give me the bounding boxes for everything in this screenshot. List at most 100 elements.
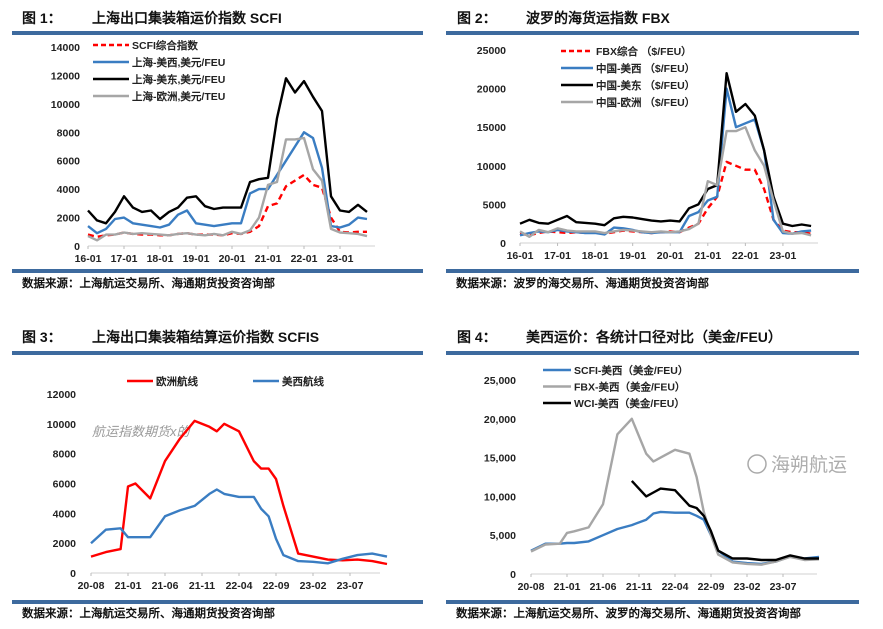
y-tick-label: 12000 xyxy=(51,70,80,82)
series-line-4 xyxy=(87,136,368,242)
x-tick-label: 22-09 xyxy=(698,581,725,593)
y-tick-label: 0 xyxy=(500,238,506,250)
x-tick-label: 21-01 xyxy=(554,581,581,593)
x-tick-label: 22-09 xyxy=(263,580,290,592)
legend-label: FBX综合 （$/FEU） xyxy=(596,45,692,58)
x-tick-label: 22-04 xyxy=(226,580,253,592)
legend-label: 上海-美西,美元/FEU xyxy=(132,56,225,69)
source-rule xyxy=(446,269,859,273)
x-tick-label: 23-07 xyxy=(337,580,364,592)
y-tick-label: 10000 xyxy=(47,419,76,431)
y-tick-label: 0 xyxy=(510,569,516,581)
x-tick-label: 17-01 xyxy=(111,253,138,265)
legend-label: WCI-美西（美金/FEU） xyxy=(574,397,685,410)
x-tick-label: 23-02 xyxy=(300,580,327,592)
chart-title: 波罗的海货运指数 FBX xyxy=(526,10,671,26)
x-tick-label: 22-01 xyxy=(291,253,318,265)
source-rule xyxy=(12,269,423,273)
chart-4: 图 4： 美西运价：各统计口径对比（美金/FEU） 数据来源：上海航运交易所、波… xyxy=(446,329,859,620)
series-line-2 xyxy=(90,488,388,565)
plot-area-2: 0 5000 10000 15000 20000 25000 16-01 17-01 18-01… xyxy=(477,45,818,262)
legend-label: 欧洲航线 xyxy=(156,375,198,388)
x-tick-label: 21-11 xyxy=(626,581,652,593)
series-line-2 xyxy=(530,417,820,566)
series-line-3 xyxy=(630,480,819,562)
wechat-icon xyxy=(747,454,767,474)
chart-3: 图 3： 上海出口集装箱结算运价指数 SCFIS 数据来源：上海航运交易所、海通… xyxy=(12,329,423,620)
series-line-3 xyxy=(519,72,812,228)
x-tick-label: 22-01 xyxy=(732,250,759,262)
chart-1: 图 1： 上海出口集装箱运价指数 SCFI 数据来源：上海航运交易所、海通期货投… xyxy=(12,10,423,290)
x-tick-label: 19-01 xyxy=(183,253,210,265)
x-tick-label: 21-01 xyxy=(255,253,282,265)
y-tick-label: 5,000 xyxy=(490,530,516,542)
title-rule xyxy=(12,31,423,35)
title-rule xyxy=(12,351,423,355)
source-note: 数据来源：上海航运交易所、波罗的海交易所、海通期货投资咨询部 xyxy=(456,606,801,620)
y-tick-label: 25,000 xyxy=(484,375,516,387)
y-tick-label: 6000 xyxy=(53,479,77,491)
figure-label: 图 3： xyxy=(22,329,62,345)
plot-area-4: 0 5,000 10,000 15,000 20,000 25,000 20-08 21-01… xyxy=(484,364,820,593)
y-tick-label: 2000 xyxy=(57,213,81,225)
x-tick-label: 20-08 xyxy=(78,580,105,592)
y-tick-label: 8000 xyxy=(57,127,81,139)
x-tick-label: 18-01 xyxy=(147,253,174,265)
y-tick-label: 10000 xyxy=(51,99,80,111)
series-line-3 xyxy=(87,77,368,225)
x-tick-label: 21-06 xyxy=(590,581,617,593)
source-note: 数据来源：上海航运交易所、海通期货投资咨询部 xyxy=(22,276,275,290)
y-tick-label: 0 xyxy=(74,241,80,253)
y-tick-label: 20,000 xyxy=(484,414,516,426)
y-tick-label: 15000 xyxy=(477,122,506,134)
plot-area-3: 0 2000 4000 6000 8000 10000 12000 20-08 21-01 21-… xyxy=(47,375,388,592)
x-tick-label: 16-01 xyxy=(507,250,534,262)
x-tick-label: 23-02 xyxy=(734,581,761,593)
legend-label: 中国-美东 （$/FEU） xyxy=(596,79,695,92)
y-tick-label: 0 xyxy=(70,568,76,580)
y-tick-label: 4000 xyxy=(57,184,81,196)
title-rule xyxy=(446,31,859,35)
watermark: 航运指数期货x的 xyxy=(92,424,192,439)
source-note: 数据来源：波罗的海交易所、海通期货投资咨询部 xyxy=(456,276,709,290)
y-tick-label: 15,000 xyxy=(484,453,516,465)
series-line-1 xyxy=(530,510,820,566)
y-tick-label: 8000 xyxy=(53,449,77,461)
x-tick-label: 21-01 xyxy=(694,250,721,262)
y-tick-label: 12000 xyxy=(47,389,76,401)
figure-label: 图 2： xyxy=(457,10,497,26)
x-tick-label: 21-01 xyxy=(115,580,142,592)
legend-label: 中国-美西 （$/FEU） xyxy=(596,62,695,75)
series-line-4 xyxy=(519,126,812,238)
x-tick-label: 17-01 xyxy=(544,250,571,262)
x-tick-label: 18-01 xyxy=(582,250,609,262)
legend-label: 美西航线 xyxy=(282,375,324,388)
y-tick-label: 25000 xyxy=(477,45,506,57)
figure-label: 图 4： xyxy=(457,329,497,345)
figure-label: 图 1： xyxy=(22,10,62,26)
legend-label: 中国-欧洲 （$/FEU） xyxy=(596,96,695,109)
source-note: 数据来源：上海航运交易所、海通期货投资咨询部 xyxy=(22,606,275,620)
x-tick-label: 21-11 xyxy=(189,580,215,592)
chart-title: 上海出口集装箱结算运价指数 SCFIS xyxy=(92,329,319,345)
y-tick-label: 10000 xyxy=(477,161,506,173)
x-tick-label: 21-06 xyxy=(152,580,179,592)
x-tick-label: 20-01 xyxy=(219,253,246,265)
y-tick-label: 5000 xyxy=(483,199,507,211)
x-tick-label: 23-01 xyxy=(769,250,796,262)
legend-label: SCFI-美西（美金/FEU） xyxy=(574,364,688,377)
legend-label: 上海-美东,美元/FEU xyxy=(132,73,225,86)
legend-label: 上海-欧洲,美元/TEU xyxy=(132,90,225,103)
series-line-1 xyxy=(90,419,388,566)
y-tick-label: 4000 xyxy=(53,508,77,520)
series-line-2 xyxy=(87,131,368,235)
x-tick-label: 20-08 xyxy=(518,581,545,593)
chart-title: 美西运价：各统计口径对比（美金/FEU） xyxy=(526,329,782,345)
x-tick-label: 19-01 xyxy=(619,250,646,262)
y-tick-label: 10,000 xyxy=(484,491,516,503)
plot-area-1: 0 2000 4000 6000 8000 10000 12000 14000 16-01 17-… xyxy=(51,39,375,265)
watermark: 海朔航运 xyxy=(771,454,847,476)
x-tick-label: 20-01 xyxy=(657,250,684,262)
legend-label: SCFI综合指数 xyxy=(132,39,198,52)
